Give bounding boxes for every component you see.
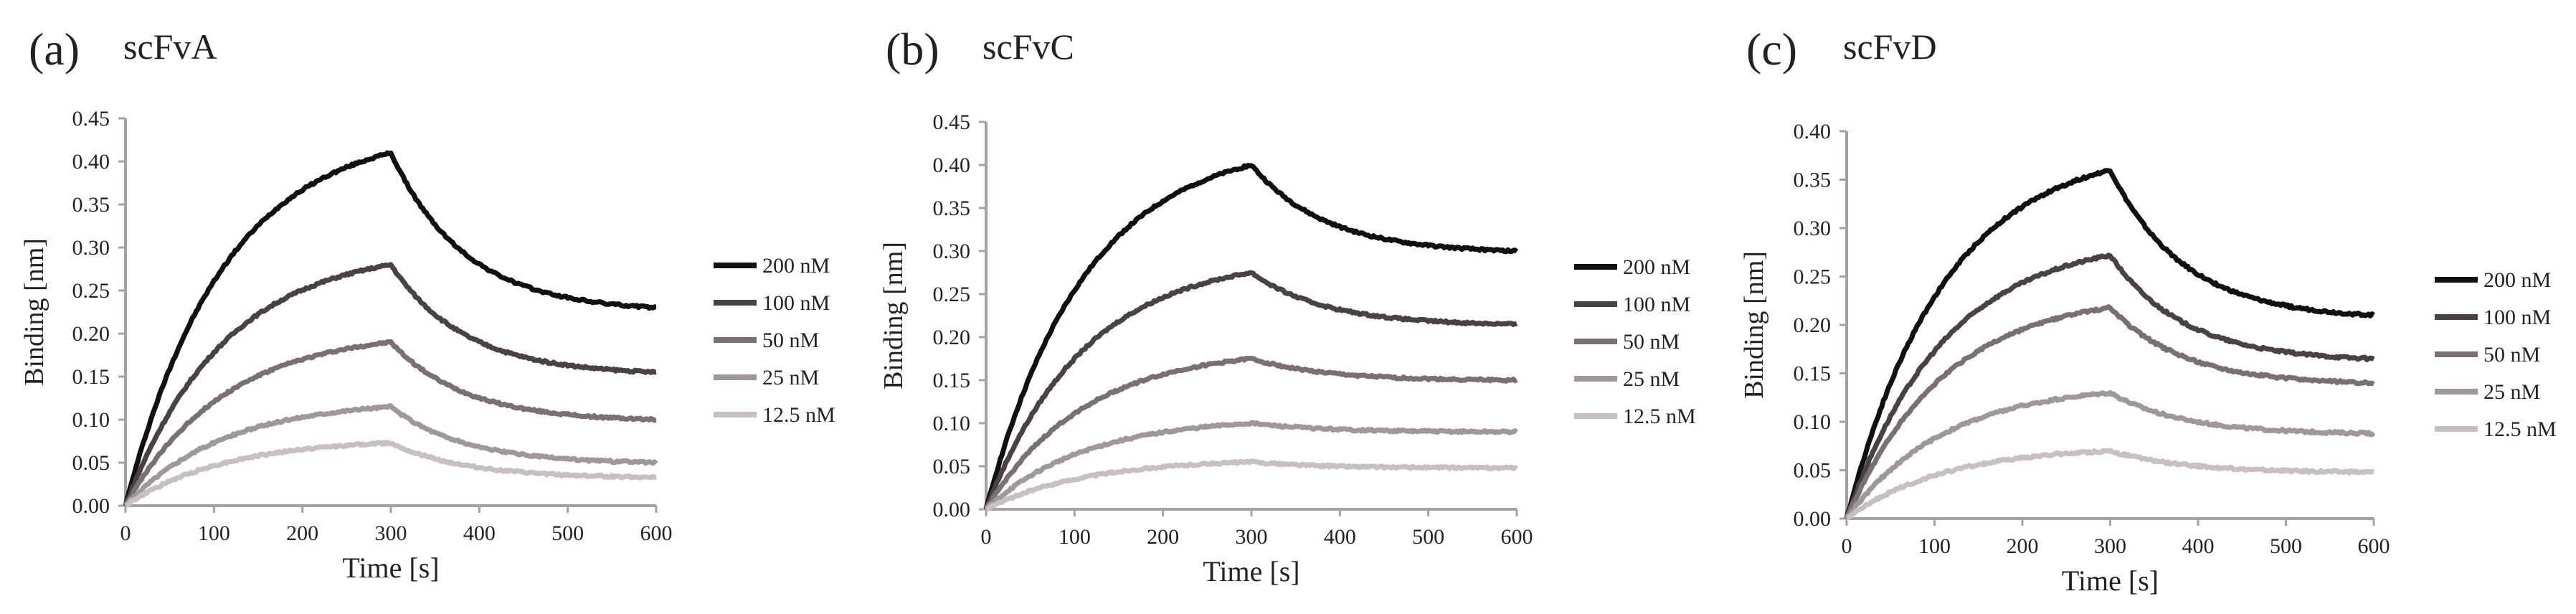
legend-label: 25 nM — [1623, 367, 1680, 391]
x-tick-label: 200 — [2007, 534, 2039, 558]
y-tick-label: 0.15 — [72, 365, 110, 389]
y-tick-label: 0.25 — [1794, 265, 1832, 289]
legend-label: 200 nM — [762, 254, 830, 278]
legend-label: 100 nM — [762, 291, 830, 315]
series-line — [123, 339, 657, 507]
x-tick-label: 400 — [1324, 525, 1356, 549]
legend-label: 100 nM — [1623, 293, 1690, 316]
y-tick-label: 0.40 — [1794, 120, 1832, 143]
series-line — [1844, 252, 2375, 519]
y-tick-label: 0.05 — [1794, 459, 1832, 483]
y-tick-label: 0.10 — [1794, 410, 1832, 434]
y-tick-label: 0.00 — [72, 494, 110, 518]
x-axis-label: Time [s] — [1203, 555, 1299, 587]
y-tick-label: 0.35 — [933, 197, 971, 220]
series-line — [123, 150, 657, 506]
legend-label: 12.5 nM — [1623, 405, 1696, 428]
series-line — [1845, 448, 2375, 521]
legend-label: 50 nM — [1623, 330, 1680, 354]
legend-label: 200 nM — [1623, 255, 1690, 279]
legend-label: 12.5 nM — [762, 403, 835, 427]
y-tick-label: 0.25 — [72, 279, 110, 303]
legend-label: 25 nM — [2483, 380, 2540, 404]
x-tick-label: 600 — [2358, 534, 2390, 558]
x-tick-label: 400 — [463, 521, 496, 545]
y-tick-label: 0.45 — [933, 110, 971, 134]
y-tick-label: 0.30 — [1794, 217, 1832, 240]
series-line — [124, 440, 657, 509]
series-line — [985, 458, 1518, 512]
chart-title: scFvA — [123, 27, 217, 67]
x-tick-label: 0 — [120, 521, 131, 545]
y-tick-label: 0.20 — [933, 326, 971, 349]
y-tick-label: 0.40 — [72, 150, 110, 174]
legend-label: 50 nM — [2483, 343, 2540, 367]
chart-title: scFvD — [1843, 27, 1937, 67]
panel-label: (a) — [29, 24, 80, 75]
y-tick-label: 0.30 — [72, 236, 110, 260]
series-line — [1844, 168, 2375, 519]
y-axis-label: Binding [nm] — [1739, 251, 1769, 399]
series-line — [123, 262, 657, 506]
series-line — [984, 420, 1518, 511]
x-tick-label: 400 — [2182, 534, 2215, 558]
y-tick-label: 0.15 — [933, 369, 971, 392]
x-tick-label: 500 — [2270, 534, 2302, 558]
x-tick-label: 600 — [640, 521, 673, 545]
y-tick-label: 0.35 — [1794, 169, 1832, 192]
y-tick-label: 0.10 — [933, 412, 971, 435]
x-tick-label: 200 — [1147, 525, 1179, 549]
x-tick-label: 200 — [286, 521, 318, 545]
series-line — [984, 355, 1518, 510]
x-tick-label: 100 — [1918, 534, 1951, 558]
x-tick-label: 100 — [1059, 525, 1091, 549]
legend-label: 25 nM — [762, 366, 819, 389]
legend-label: 50 nM — [762, 329, 819, 352]
series-line — [1845, 389, 2376, 520]
x-axis-label: Time [s] — [2062, 565, 2159, 597]
y-tick-label: 0.10 — [72, 408, 110, 432]
y-tick-label: 0.40 — [933, 154, 971, 177]
y-tick-label: 0.05 — [72, 451, 110, 475]
series-line — [983, 163, 1519, 509]
x-tick-label: 0 — [1842, 534, 1852, 558]
chart-panel-1: (a) scFvA 0.00 0.05 0.10 0.15 0.20 0.25 0.30 0.35… — [19, 24, 835, 584]
y-tick-label: 0.20 — [72, 322, 110, 346]
x-tick-label: 600 — [1501, 525, 1533, 549]
y-tick-label: 0.05 — [933, 455, 971, 478]
y-tick-label: 0.45 — [72, 107, 110, 131]
y-tick-label: 0.15 — [1794, 362, 1832, 386]
x-tick-label: 0 — [981, 525, 992, 549]
y-axis-label: Binding [nm] — [879, 242, 909, 389]
x-tick-label: 500 — [1412, 525, 1444, 549]
series-line — [983, 270, 1518, 511]
y-tick-label: 0.00 — [933, 498, 971, 521]
x-axis-label: Time [s] — [342, 552, 439, 584]
x-tick-label: 500 — [551, 521, 584, 545]
chart-panel-3: (c) scFvD 0.00 0.05 0.10 0.15 0.20 0.25 0.30 0.35… — [1739, 24, 2557, 597]
legend-label: 100 nM — [2483, 306, 2551, 329]
y-tick-label: 0.00 — [1794, 507, 1832, 531]
y-tick-label: 0.35 — [72, 193, 110, 217]
chart-title: scFvC — [982, 27, 1074, 67]
y-tick-label: 0.25 — [933, 283, 971, 306]
y-tick-label: 0.30 — [933, 240, 971, 263]
panel-label: (c) — [1746, 24, 1797, 75]
y-tick-label: 0.20 — [1794, 313, 1832, 337]
x-tick-label: 100 — [198, 521, 230, 545]
x-tick-label: 300 — [1236, 525, 1268, 549]
series-line — [123, 403, 658, 508]
legend-label: 200 nM — [2483, 268, 2551, 292]
series-line — [1844, 304, 2375, 519]
chart-panel-2: (b) scFvC 0.00 0.05 0.10 0.15 0.20 0.25 0.30 0.35… — [879, 24, 1696, 587]
y-axis-label: Binding [nm] — [19, 238, 49, 386]
legend-label: 12.5 nM — [2483, 417, 2557, 441]
panel-label: (b) — [886, 24, 939, 75]
x-tick-label: 300 — [375, 521, 407, 545]
x-tick-label: 300 — [2094, 534, 2126, 558]
